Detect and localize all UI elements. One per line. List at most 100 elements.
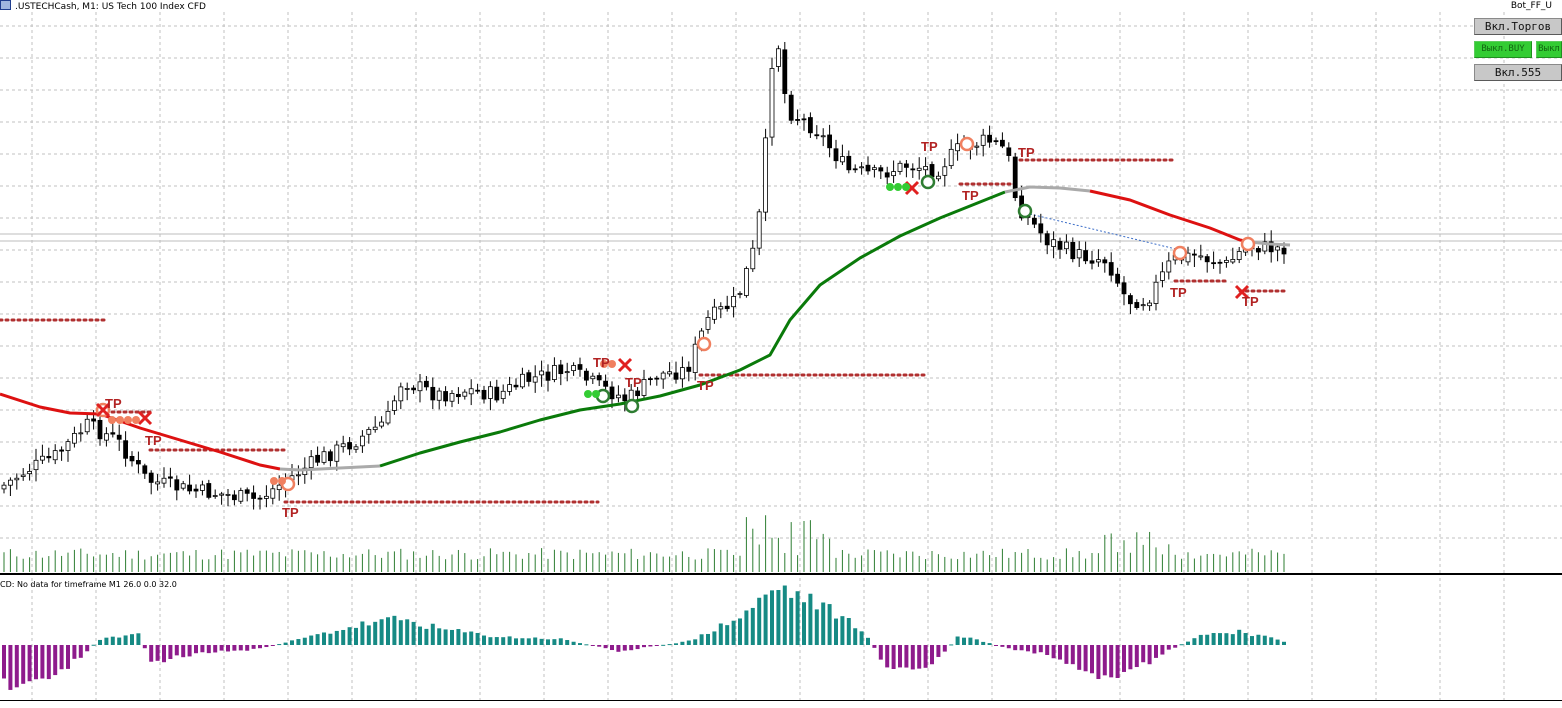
histogram-bar-negative	[232, 645, 237, 651]
histogram-bar-positive	[718, 623, 723, 645]
candle-body	[1230, 259, 1236, 263]
candle-body	[641, 379, 647, 396]
candle-body	[1083, 250, 1088, 262]
candle-body	[705, 317, 711, 330]
candle-body	[199, 484, 205, 491]
candle-body	[833, 148, 839, 162]
candle-body	[673, 372, 679, 380]
candle-body	[654, 377, 660, 380]
candle-body	[33, 459, 39, 471]
histogram-bar-positive	[1250, 636, 1254, 645]
histogram-bar-positive	[398, 620, 403, 645]
tp-label: TP	[282, 505, 299, 520]
candle-body	[1281, 247, 1287, 255]
candle-body	[475, 389, 481, 392]
tp-label: TP	[145, 433, 162, 448]
candle-body	[878, 167, 884, 172]
histogram-bar-positive	[770, 590, 774, 645]
histogram-bar-negative	[85, 645, 90, 652]
histogram-bar-negative	[1128, 645, 1133, 670]
separator-main	[0, 573, 1562, 575]
candle-body	[180, 483, 186, 489]
candle-body	[468, 388, 474, 395]
entry-dot	[886, 183, 894, 191]
tp-level-lines	[0, 158, 1287, 504]
histogram-bar-positive	[584, 644, 589, 646]
candle-body	[423, 380, 429, 388]
histogram-bar-positive	[469, 631, 474, 645]
candle-body	[667, 371, 672, 375]
candle-body	[251, 492, 257, 499]
buy-toggle-button[interactable]: Выкл.BUY	[1474, 41, 1532, 58]
candle-body	[443, 391, 449, 402]
candle-body	[1089, 260, 1095, 264]
candle-body	[520, 373, 525, 388]
candle-body	[603, 380, 608, 387]
candle-body	[353, 446, 359, 450]
histogram-bar-negative	[648, 645, 653, 647]
candle-body	[1140, 304, 1146, 307]
histogram-bar-positive	[680, 641, 685, 645]
histogram-bar-positive	[962, 637, 966, 645]
histogram-bar-negative	[891, 645, 896, 670]
candle-body	[1115, 273, 1120, 284]
candle-body	[14, 477, 20, 481]
candle-body	[398, 386, 404, 402]
candle-body	[481, 389, 487, 400]
sell-toggle-button[interactable]: Выкл	[1536, 41, 1562, 58]
candle-body	[334, 444, 340, 462]
candle-body	[59, 449, 64, 452]
trading-toggle-button[interactable]: Вкл.Торгов	[1474, 18, 1562, 35]
candle-body	[648, 378, 653, 381]
histogram-bar-positive	[386, 617, 390, 645]
histogram-bar-positive	[546, 639, 550, 645]
candle-body	[724, 305, 730, 310]
histogram-bar-negative	[1083, 645, 1088, 672]
histogram-bar-positive	[379, 619, 384, 645]
histogram-bar-positive	[430, 623, 435, 645]
histogram-bar-positive	[1243, 633, 1248, 645]
histogram-bar-positive	[98, 639, 102, 645]
histogram-bar-negative	[942, 645, 947, 652]
candle-body	[359, 435, 365, 447]
histogram-bar-negative	[245, 645, 250, 651]
histogram-bar-positive	[110, 636, 115, 645]
candle-body	[1224, 259, 1229, 263]
histogram-bar-negative	[923, 645, 928, 668]
histogram-bar-positive	[130, 634, 134, 645]
histogram-bar-positive	[424, 628, 429, 645]
histogram-bar-positive	[514, 638, 518, 645]
candle-body	[1262, 241, 1268, 252]
histogram-bar-negative	[213, 645, 218, 653]
histogram-bar-negative	[194, 645, 198, 654]
candle-body	[852, 168, 858, 171]
candlesticks	[1, 41, 1287, 510]
candle-body	[609, 386, 615, 400]
candle-body	[1256, 248, 1261, 253]
histogram-bar-positive	[558, 638, 563, 645]
mode-toggle-button[interactable]: Вкл.555	[1474, 64, 1562, 81]
histogram-bar-positive	[987, 643, 992, 645]
candle-body	[1217, 261, 1223, 264]
candle-body	[948, 148, 954, 167]
candle-body	[1198, 255, 1204, 258]
candle-body	[865, 164, 871, 172]
histogram-bar-positive	[1275, 639, 1280, 645]
candle-body	[91, 418, 96, 422]
histogram-bar-positive	[405, 619, 410, 645]
candle-body	[212, 495, 218, 497]
histogram-bar-negative	[59, 645, 64, 670]
histogram-bar-positive	[539, 638, 544, 645]
candle-body	[295, 474, 301, 477]
close-cross-marker	[1234, 284, 1250, 300]
candle-body	[1128, 295, 1133, 305]
candle-body	[1051, 239, 1056, 247]
candle-body	[980, 134, 986, 146]
trade-signal-marker	[1240, 236, 1256, 252]
candle-body	[987, 134, 992, 143]
entry-dot	[278, 477, 286, 485]
candle-body	[263, 495, 269, 499]
histogram-bar-positive	[693, 639, 698, 645]
histogram-bar-negative	[904, 645, 909, 668]
